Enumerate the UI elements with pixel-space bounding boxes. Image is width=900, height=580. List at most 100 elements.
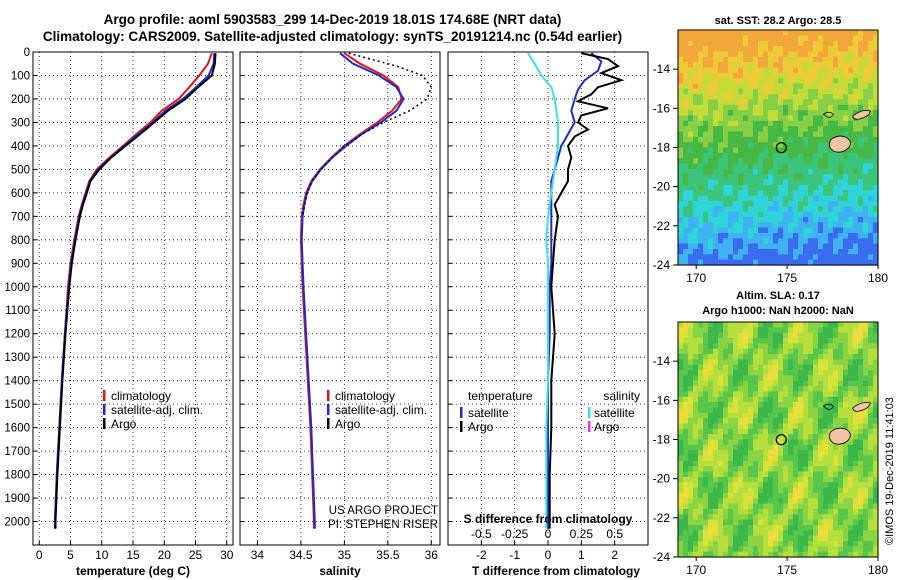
sst-map-cell <box>738 83 744 90</box>
sla-map-cell <box>768 354 774 360</box>
sst-map-cell <box>763 56 769 63</box>
sla-map-cell <box>793 455 799 462</box>
sla-map-cell <box>858 359 864 366</box>
sst-map-cell <box>763 206 769 213</box>
sst-map-cell <box>833 83 839 90</box>
sst-map-cell <box>758 94 764 100</box>
sst-map-cell <box>683 227 689 234</box>
sla-map-cell <box>743 327 749 334</box>
sst-map-cell <box>713 259 719 266</box>
sla-map-cell <box>748 338 754 344</box>
sst-map-cell <box>853 110 859 116</box>
sla-map-cell <box>733 460 739 467</box>
sla-map-cell <box>828 551 834 558</box>
sst-map-cell <box>838 249 844 255</box>
sst-map-cell <box>868 259 874 266</box>
sst-map-cell <box>828 259 834 266</box>
sst-map-cell <box>708 94 714 100</box>
sst-map-cell <box>758 222 764 229</box>
sst-map-cell <box>808 233 814 239</box>
sst-map-cell <box>763 78 769 84</box>
sla-map-cell <box>863 428 869 435</box>
sst-map-cell <box>723 94 729 100</box>
sla-map-cell <box>703 546 709 553</box>
sla-map-cell <box>758 503 764 510</box>
sla-map-cell <box>678 418 684 424</box>
sst-map-cell <box>753 249 759 255</box>
sla-map-cell <box>683 423 689 430</box>
sst-map-cell <box>798 168 804 175</box>
sst-map-cell <box>713 83 719 90</box>
sst-map-cell <box>753 227 759 234</box>
sla-map-cell <box>838 402 844 408</box>
sla-map-cell <box>833 541 839 547</box>
sst-map-cell <box>703 249 709 255</box>
sst-map-cell <box>693 104 699 111</box>
sst-map-cell <box>703 222 709 229</box>
sla-map-cell <box>758 444 764 451</box>
sla-map-cell <box>853 439 859 446</box>
sla-map-cell <box>793 439 799 446</box>
sla-map-cell <box>853 338 859 344</box>
sla-map-cell <box>763 551 769 558</box>
sla-map-cell <box>853 460 859 467</box>
sst-map-cell <box>763 195 769 202</box>
sst-map-cell <box>838 99 844 106</box>
sla-map-cell <box>703 455 709 462</box>
sla-map-cell <box>703 348 709 355</box>
sst-map-cell <box>738 131 744 138</box>
sla-map-cell <box>848 396 854 403</box>
sla-map-cell <box>818 508 824 515</box>
sla-map-cell <box>763 407 769 414</box>
sla-map-cell <box>713 354 719 360</box>
sla-map-cell <box>868 503 874 510</box>
sst-map-cell <box>783 200 789 207</box>
sla-map-cell <box>768 428 774 435</box>
sla-map-cell <box>708 466 714 473</box>
sla-map-cell <box>693 354 699 360</box>
sst-map-cell <box>823 227 829 234</box>
sst-map-cell <box>698 110 704 116</box>
sla-map-cell <box>823 482 829 489</box>
sla-map-cell <box>718 391 724 398</box>
sla-map-cell <box>813 370 819 376</box>
sla-map-cell <box>818 434 824 441</box>
sst-map-cell <box>728 195 734 202</box>
sla-map-cell <box>683 322 689 328</box>
sst-map-cell <box>748 233 754 239</box>
sla-map-cell <box>698 322 704 328</box>
sla-map-cell <box>858 535 864 542</box>
sst-map-cell <box>843 243 849 250</box>
sla-map-cell <box>798 525 804 531</box>
sla-map-cell <box>683 407 689 414</box>
sla-map-cell <box>793 487 799 494</box>
sla-map-cell <box>803 525 809 531</box>
sla-map-cell <box>783 535 789 542</box>
sla-map-cell <box>728 498 734 505</box>
sla-map-cell <box>738 508 744 515</box>
sst-map-cell <box>703 136 709 143</box>
sst-map-cell <box>693 206 699 213</box>
sst-map-cell <box>768 83 774 90</box>
sla-map-cell <box>868 471 874 478</box>
sla-map-cell <box>773 450 779 457</box>
sst-map-cell <box>733 190 739 197</box>
sla-map-cell <box>708 418 714 424</box>
legend-swatch <box>460 421 463 432</box>
sla-map-cell <box>798 327 804 334</box>
sst-map-cell <box>778 46 784 52</box>
sst-map-cell <box>753 152 759 159</box>
sst-map-cell <box>828 88 834 95</box>
sst-map-cell <box>743 147 749 154</box>
sla-map-cell <box>758 450 764 457</box>
sst-map-cell <box>758 72 764 79</box>
sla-map-cell <box>723 402 729 408</box>
sst-map-cell <box>863 56 869 63</box>
sst-map-cell <box>743 131 749 138</box>
sla-map-cell <box>728 514 734 521</box>
sla-map-cell <box>713 343 719 350</box>
sst-map-cell <box>683 243 689 250</box>
sla-map-cell <box>768 450 774 457</box>
sla-map-cell <box>708 423 714 430</box>
sla-map-cell <box>848 391 854 398</box>
